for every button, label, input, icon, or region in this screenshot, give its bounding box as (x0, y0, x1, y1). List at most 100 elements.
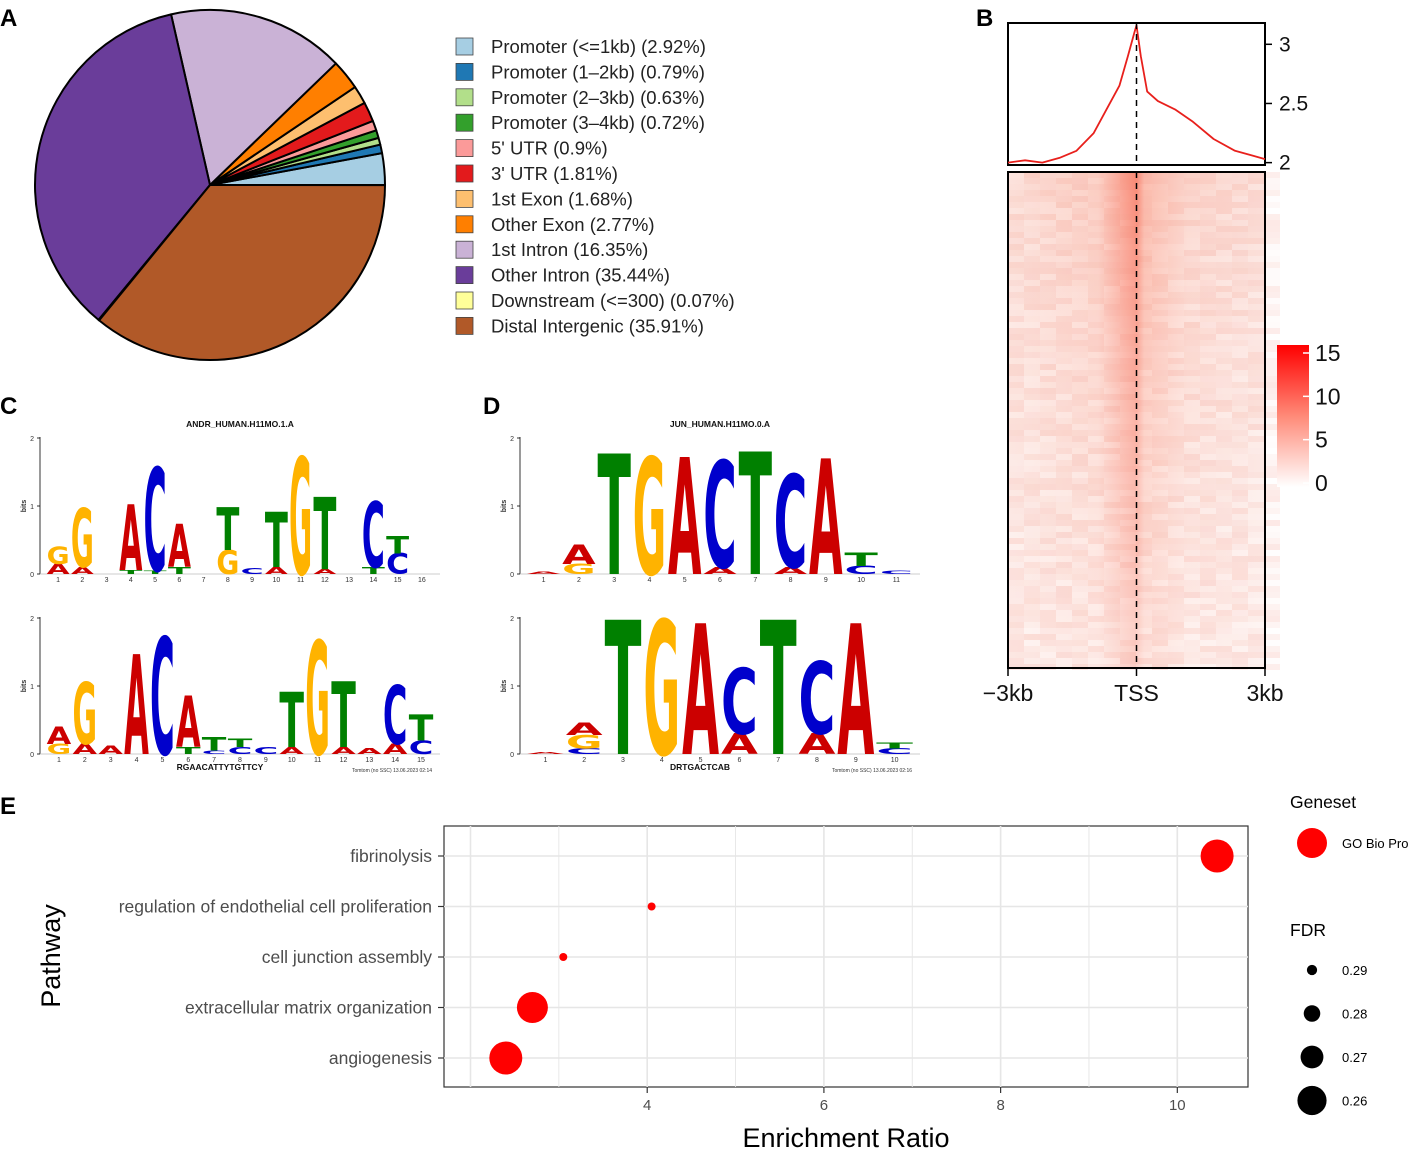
heatmap-cell (1184, 238, 1200, 244)
heatmap-cell (1248, 556, 1264, 562)
heatmap-cell (1024, 562, 1040, 568)
legend-swatch (455, 291, 474, 310)
heatmap-cell (1088, 580, 1104, 586)
logo-y-tick-label: 2 (30, 436, 34, 443)
heatmap-cell (1104, 292, 1120, 298)
heatmap-cell (1136, 532, 1152, 538)
heatmap-cell (1104, 190, 1120, 196)
heatmap-cell (1024, 310, 1040, 316)
heatmap-cell (1056, 388, 1072, 394)
heatmap-cell (1056, 346, 1072, 352)
heatmap-cell (1120, 190, 1136, 196)
heatmap-cell (1136, 226, 1152, 232)
heatmap-cell (1040, 220, 1056, 226)
heatmap-cell (1056, 298, 1072, 304)
legend-swatch (455, 316, 474, 335)
heatmap-cell (1152, 442, 1168, 448)
logo-y-tick-label: 0 (510, 752, 514, 759)
heatmap-cell (1184, 514, 1200, 520)
heatmap-cell (1072, 496, 1088, 502)
logo-position-label: 6 (737, 757, 741, 764)
heatmap-cell (1152, 406, 1168, 412)
heatmap-cell (1264, 244, 1280, 250)
heatmap-cell (1232, 466, 1248, 472)
heatmap-cell (1136, 304, 1152, 310)
heatmap-cell (1120, 484, 1136, 490)
heatmap-cell (1024, 424, 1040, 430)
heatmap-cell (1200, 556, 1216, 562)
heatmap-cell (1040, 592, 1056, 598)
heatmap-cell (1152, 226, 1168, 232)
heatmap-cell (1152, 214, 1168, 220)
heatmap-cell (1088, 178, 1104, 184)
heatmap-cell (1024, 484, 1040, 490)
heatmap-cell (1072, 472, 1088, 478)
heatmap-cell (1264, 574, 1280, 580)
heatmap-cell (1104, 610, 1120, 616)
heatmap-cell (1056, 220, 1072, 226)
heatmap-cell (1216, 178, 1232, 184)
heatmap-cell (1232, 202, 1248, 208)
enrichment-point (1200, 839, 1234, 873)
heatmap-cell (1200, 424, 1216, 430)
heatmap-cell (1184, 202, 1200, 208)
heatmap-cell (1184, 652, 1200, 658)
heatmap-cell (1088, 304, 1104, 310)
heatmap-cell (1216, 352, 1232, 358)
heatmap-cell (1024, 490, 1040, 496)
heatmap-cell (1168, 538, 1184, 544)
heatmap-cell (1200, 298, 1216, 304)
heatmap-cell (1120, 466, 1136, 472)
heatmap-cell (1136, 610, 1152, 616)
heatmap-cell (1248, 460, 1264, 466)
heatmap-cell (1136, 334, 1152, 340)
heatmap-cell (1216, 262, 1232, 268)
heatmap-cell (1088, 214, 1104, 220)
logo-y-label: bits (501, 500, 508, 513)
heatmap-cell (1200, 334, 1216, 340)
heatmap-cell (1136, 562, 1152, 568)
heatmap-cell (1200, 460, 1216, 466)
heatmap-cell (1008, 358, 1024, 364)
heatmap-cell (1200, 226, 1216, 232)
logo-y-tick-label: 2 (510, 436, 514, 443)
heatmap-cell (1072, 616, 1088, 622)
heatmap-cell (1008, 190, 1024, 196)
heatmap-cell (1120, 574, 1136, 580)
heatmap-cell (1120, 616, 1136, 622)
heatmap-cell (1056, 412, 1072, 418)
heatmap-cell (1232, 472, 1248, 478)
heatmap-cell (1024, 652, 1040, 658)
heatmap-cell (1168, 346, 1184, 352)
heatmap-cell (1264, 418, 1280, 424)
logo-position-label: 6 (177, 577, 181, 584)
heatmap-cell (1184, 430, 1200, 436)
logo-letter: G (73, 664, 98, 764)
heatmap-cell (1056, 178, 1072, 184)
logo-letter: C (254, 745, 279, 756)
heatmap-cell (1152, 604, 1168, 610)
heatmap-cell (1088, 298, 1104, 304)
heatmap-cell (1088, 490, 1104, 496)
heatmap-cell (1104, 250, 1120, 256)
heatmap-cell (1168, 646, 1184, 652)
heatmap-cell (1056, 340, 1072, 346)
heatmap-cell (1056, 370, 1072, 376)
fdr-legend-dot (1306, 964, 1318, 976)
heatmap-cell (1232, 178, 1248, 184)
heatmap-cell (1072, 202, 1088, 208)
heatmap-cell (1120, 232, 1136, 238)
heatmap-cell (1232, 298, 1248, 304)
heatmap-cell (1264, 658, 1280, 664)
heatmap-cell (1248, 448, 1264, 454)
heatmap-cell (1184, 364, 1200, 370)
heatmap-cell (1120, 202, 1136, 208)
heatmap-cell (1136, 238, 1152, 244)
heatmap-cell (1008, 460, 1024, 466)
heatmap-cell (1104, 478, 1120, 484)
heatmap-cell (1088, 562, 1104, 568)
heatmap-cell (1120, 376, 1136, 382)
heatmap-cell (1040, 370, 1056, 376)
heatmap-cell (1232, 316, 1248, 322)
heatmap-cell (1232, 352, 1248, 358)
